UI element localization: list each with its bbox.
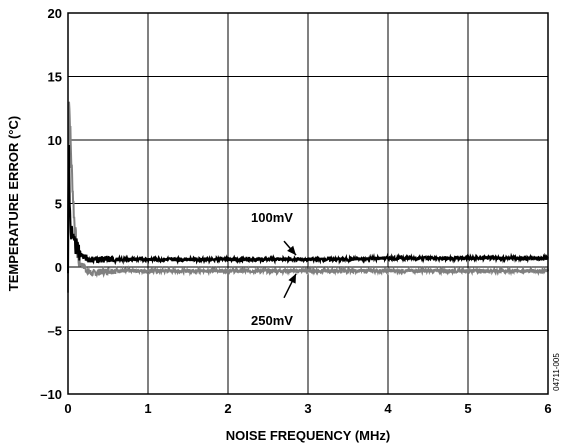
series-layer [67, 101, 549, 293]
annotation-label: 250mV [251, 313, 293, 328]
y-tick-label: 20 [48, 6, 62, 21]
x-axis-label: NOISE FREQUENCY (MHz) [226, 428, 390, 443]
y-tick-label: –5 [48, 324, 62, 339]
plot-frame [67, 12, 549, 395]
x-tick-label: 6 [544, 401, 551, 416]
x-tick-label: 0 [64, 401, 71, 416]
y-axis-label: TEMPERATURE ERROR (°C) [6, 116, 21, 291]
figure-id: 04711-005 [552, 353, 561, 391]
annotations: 100mV 250mV [251, 210, 297, 328]
tick-labels: 0 1 2 3 4 5 6 –10 –5 0 5 10 15 20 [40, 6, 551, 416]
x-tick-label: 3 [304, 401, 311, 416]
series-line-250mv [67, 101, 549, 293]
x-tick-label: 5 [464, 401, 471, 416]
series-line-100mv [67, 144, 549, 274]
x-tick-label: 4 [384, 401, 392, 416]
grid [67, 12, 549, 395]
y-tick-label: –10 [40, 387, 62, 402]
annotation-arrowhead [287, 245, 296, 256]
x-tick-label: 2 [224, 401, 231, 416]
y-tick-label: 0 [55, 260, 62, 275]
y-tick-label: 5 [55, 197, 62, 212]
annotation-arrowhead [288, 273, 296, 284]
annotation-label: 100mV [251, 210, 293, 225]
y-tick-label: 10 [48, 133, 62, 148]
y-tick-label: 15 [48, 70, 62, 85]
x-tick-label: 1 [144, 401, 151, 416]
